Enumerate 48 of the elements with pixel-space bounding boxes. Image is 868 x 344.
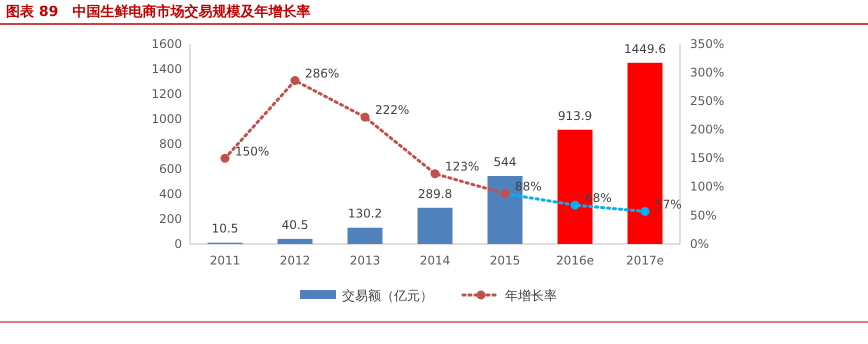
x-tick-label: 2016e <box>556 254 594 268</box>
y-tick-label: 1200 <box>151 86 182 101</box>
legend-label: 年增长率 <box>505 288 557 304</box>
point <box>570 200 580 210</box>
data-label: 150% <box>235 144 270 158</box>
x-tick-label: 2014 <box>420 254 450 268</box>
y2-tick-label: 0% <box>690 236 710 251</box>
x-tick-label: 2015 <box>490 254 520 268</box>
bar <box>418 208 452 244</box>
y-tick-label: 400 <box>159 186 182 201</box>
data-label: 1449.6 <box>624 42 666 56</box>
y2-tick-label: 300% <box>690 65 724 80</box>
data-label: 289.8 <box>418 186 452 201</box>
point <box>220 154 230 163</box>
y2-tick-label: 100% <box>690 180 724 194</box>
y-tick-label: 600 <box>159 162 182 176</box>
y2-tick-label: 350% <box>690 36 724 51</box>
y-tick-label: 1600 <box>151 36 182 51</box>
point <box>640 206 650 216</box>
data-label: 130.2 <box>348 206 382 221</box>
data-label: 10.5 <box>212 222 238 236</box>
data-label: 913.9 <box>558 108 592 123</box>
bar <box>348 228 382 244</box>
y-tick-label: 200 <box>159 212 182 226</box>
y2-tick-label: 200% <box>690 122 724 137</box>
data-label: 40.5 <box>282 218 308 232</box>
data-label: 286% <box>305 66 340 81</box>
x-tick-label: 2017e <box>626 254 664 268</box>
x-tick-label: 2012 <box>280 254 310 268</box>
x-tick-label: 2013 <box>350 254 380 268</box>
data-label: 222% <box>375 103 410 118</box>
chart-title: 图表 89 中国生鲜电商市场交易规模及年增长率 <box>6 3 310 20</box>
x-tick-label: 2011 <box>210 254 240 268</box>
y-tick-label: 0 <box>174 236 182 251</box>
legend-label: 交易额（亿元） <box>342 288 433 304</box>
bar <box>278 238 312 244</box>
point <box>500 189 510 198</box>
y2-tick-label: 50% <box>690 208 717 222</box>
data-label: 123% <box>445 160 480 174</box>
data-label: 544 <box>494 155 516 169</box>
y-tick-label: 1000 <box>151 112 182 126</box>
y-tick-label: 1400 <box>151 62 182 76</box>
point <box>430 169 440 178</box>
y2-tick-label: 150% <box>690 151 724 166</box>
y2-tick-label: 250% <box>690 94 724 108</box>
point <box>360 112 370 122</box>
point <box>290 76 300 86</box>
y-tick-label: 800 <box>159 136 182 151</box>
